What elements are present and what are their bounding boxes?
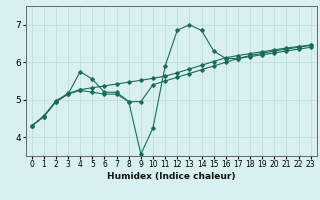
X-axis label: Humidex (Indice chaleur): Humidex (Indice chaleur) xyxy=(107,172,236,181)
